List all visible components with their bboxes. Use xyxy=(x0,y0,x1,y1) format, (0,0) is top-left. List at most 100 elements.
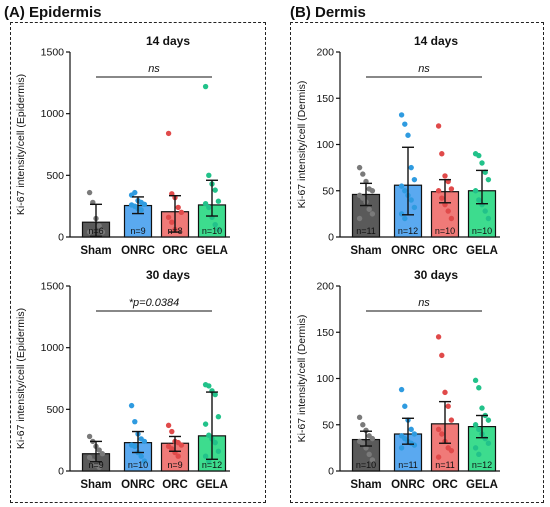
x-tick-label: Sham xyxy=(350,479,381,491)
x-tick-label: Sham xyxy=(80,479,111,491)
data-point-orc xyxy=(435,426,442,433)
data-point-gela xyxy=(215,198,222,204)
dermis-panel-frame xyxy=(290,22,544,503)
n-label: n=11 xyxy=(435,460,455,470)
data-point-orc xyxy=(445,403,451,409)
x-tick-label: ORC xyxy=(432,245,458,257)
data-point-orc xyxy=(169,219,175,225)
data-point-sham xyxy=(369,435,376,442)
chart-2: 14 days Ki-67 intensity/cell (Dermis) 0 50 1… xyxy=(296,34,500,257)
y-tick-label: 150 xyxy=(316,93,334,105)
data-point-onrc xyxy=(141,458,148,464)
data-point-gela xyxy=(202,453,209,459)
data-point-sham xyxy=(360,422,366,428)
data-point-orc xyxy=(165,130,172,137)
x-tick-label: GELA xyxy=(466,479,498,491)
data-point-gela xyxy=(206,204,212,211)
significance-annotation: ns xyxy=(418,63,430,75)
data-point-sham xyxy=(86,229,93,235)
data-point-gela xyxy=(476,152,482,159)
y-tick-label: 0 xyxy=(58,466,64,478)
data-point-onrc xyxy=(405,132,411,138)
data-point-orc xyxy=(448,447,455,454)
data-point-sham xyxy=(366,451,372,458)
y-tick-label: 50 xyxy=(322,419,334,431)
data-point-onrc xyxy=(398,112,405,118)
y-axis-label: Ki-67 intensity/cell (Dermis) xyxy=(296,315,308,443)
data-point-onrc xyxy=(398,183,405,189)
data-point-gela xyxy=(212,391,218,398)
data-point-orc xyxy=(442,389,448,396)
data-point-gela xyxy=(485,176,492,183)
data-point-sham xyxy=(356,414,363,421)
data-point-gela xyxy=(206,383,212,389)
data-point-sham xyxy=(369,211,376,217)
data-point-sham xyxy=(369,457,376,463)
data-point-onrc xyxy=(398,445,405,451)
chart-title: 30 days xyxy=(414,268,458,282)
n-label: n=11 xyxy=(398,460,418,470)
data-point-gela xyxy=(215,414,222,420)
y-axis-label: Ki-67 intensity/cell (Epidermis) xyxy=(15,74,27,215)
data-point-sham xyxy=(356,164,363,171)
data-point-gela xyxy=(206,172,212,179)
data-point-gela xyxy=(206,432,212,438)
x-tick-label: GELA xyxy=(196,479,228,491)
data-point-sham xyxy=(360,440,366,446)
data-point-sham xyxy=(356,215,363,222)
n-label: n=6 xyxy=(88,226,103,236)
data-point-orc xyxy=(448,215,455,222)
x-tick-label: Sham xyxy=(350,245,381,257)
data-point-sham xyxy=(360,171,366,177)
data-point-gela xyxy=(472,377,479,384)
panel-title-epidermis: (A) Epidermis xyxy=(4,4,102,21)
data-point-orc xyxy=(448,186,455,192)
epidermis-panel-frame xyxy=(10,22,266,503)
y-tick-label: 100 xyxy=(316,373,334,385)
x-tick-label: ORC xyxy=(162,245,188,257)
data-point-sham xyxy=(96,464,102,470)
data-point-sham xyxy=(86,433,93,440)
data-point-orc xyxy=(439,431,445,437)
data-point-orc xyxy=(178,209,185,216)
data-point-orc xyxy=(448,417,455,423)
x-tick-label: ORC xyxy=(162,479,188,491)
significance-annotation: *p=0.0384 xyxy=(129,297,179,309)
data-point-gela xyxy=(212,439,218,446)
y-tick-label: 0 xyxy=(328,232,334,244)
n-label: n=9 xyxy=(167,460,182,470)
n-label: n=11 xyxy=(356,226,376,236)
data-point-onrc xyxy=(411,204,418,211)
data-point-gela xyxy=(485,440,492,446)
y-tick-label: 200 xyxy=(316,47,334,59)
chart-1: 30 days Ki-67 intensity/cell (Epidermis) 0… xyxy=(15,268,230,491)
data-point-gela xyxy=(215,226,222,233)
y-tick-label: 1500 xyxy=(41,47,65,59)
data-point-orc xyxy=(439,352,445,359)
data-point-orc xyxy=(169,446,175,452)
data-point-onrc xyxy=(408,426,414,433)
x-tick-label: ONRC xyxy=(121,479,155,491)
data-point-gela xyxy=(482,208,488,214)
data-point-onrc xyxy=(398,211,405,217)
data-point-gela xyxy=(479,160,485,166)
data-point-sham xyxy=(369,188,376,194)
n-label: n=10 xyxy=(202,226,222,236)
y-tick-label: 500 xyxy=(46,170,64,182)
data-point-onrc xyxy=(402,215,408,222)
data-point-onrc xyxy=(138,207,144,213)
data-point-orc xyxy=(175,453,181,459)
data-point-onrc xyxy=(132,189,138,196)
y-tick-label: 500 xyxy=(46,404,64,416)
data-point-gela xyxy=(476,197,482,203)
chart-0: 14 days Ki-67 intensity/cell (Epidermis) 0… xyxy=(15,34,230,257)
data-point-onrc xyxy=(132,418,138,425)
data-point-orc xyxy=(445,208,451,214)
data-point-orc xyxy=(435,188,442,194)
data-point-onrc xyxy=(141,201,148,208)
data-point-sham xyxy=(86,189,93,196)
data-point-gela xyxy=(212,187,218,193)
y-tick-label: 1500 xyxy=(41,281,65,293)
n-label: n=10 xyxy=(472,226,492,236)
